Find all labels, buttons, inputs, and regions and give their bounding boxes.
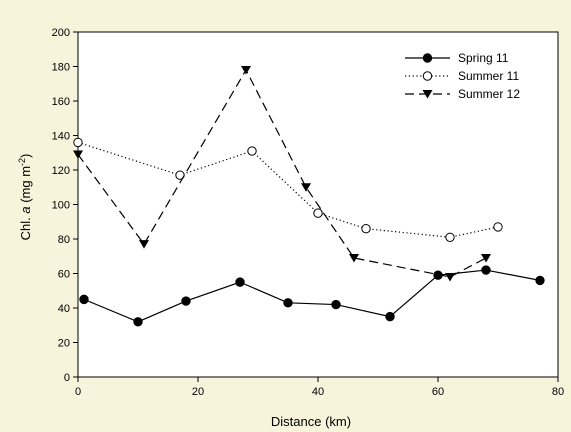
y-tick-label: 20 xyxy=(58,338,70,350)
x-tick-label: 20 xyxy=(192,386,204,398)
y-tick-label: 0 xyxy=(64,372,70,384)
series-summer-11 xyxy=(73,137,503,242)
legend-marker xyxy=(422,53,433,63)
legend-label: Summer 11 xyxy=(458,69,519,83)
data-point xyxy=(79,294,89,305)
data-point xyxy=(181,296,191,306)
y-tick-label: 60 xyxy=(58,269,70,281)
data-point xyxy=(73,150,83,159)
y-tick-label: 160 xyxy=(52,96,70,108)
legend-label: Spring 11 xyxy=(458,51,509,65)
x-tick-label: 0 xyxy=(75,386,81,398)
y-tick-label: 140 xyxy=(52,131,70,143)
x-tick-label: 80 xyxy=(552,386,564,398)
data-point xyxy=(139,240,149,249)
y-tick-label: 120 xyxy=(52,165,70,177)
y-tick-label: 80 xyxy=(58,234,70,246)
y-tick-label: 180 xyxy=(52,62,70,74)
axes: 0 20 40 60 80 100 120 140 160 180 200 0 20 40 60 80 xyxy=(52,27,564,398)
series-spring-11 xyxy=(79,265,545,327)
data-point xyxy=(283,298,293,308)
data-point xyxy=(445,232,455,242)
data-point xyxy=(247,146,257,156)
legend: Spring 11 Summer 11 Summer 12 xyxy=(405,51,520,101)
legend-marker xyxy=(422,90,433,99)
data-point xyxy=(535,275,545,286)
y-tick-label: 100 xyxy=(52,200,70,212)
y-axis-label: Chl. a (mg m-2) xyxy=(17,154,33,241)
y-tick-label: 200 xyxy=(52,27,70,39)
data-point xyxy=(301,183,311,192)
data-point xyxy=(241,65,251,75)
series-layer xyxy=(73,65,545,327)
data-point xyxy=(445,272,455,282)
series-summer-12 xyxy=(73,65,491,282)
series-line xyxy=(83,269,541,323)
data-point xyxy=(73,137,83,148)
data-point xyxy=(331,299,341,310)
y-tick-label: 40 xyxy=(58,303,70,315)
data-point xyxy=(481,253,491,263)
data-point xyxy=(361,223,371,234)
data-point xyxy=(481,265,491,275)
legend-marker xyxy=(422,71,433,81)
legend-label: Summer 12 xyxy=(458,87,520,101)
data-point xyxy=(175,170,185,180)
data-point xyxy=(493,222,503,232)
data-point xyxy=(385,311,395,322)
x-tick-label: 60 xyxy=(432,386,444,398)
data-point xyxy=(133,317,143,327)
x-axis-label: Distance (km) xyxy=(271,414,351,429)
data-point xyxy=(349,253,359,263)
data-point xyxy=(235,277,245,287)
data-point xyxy=(313,208,323,218)
x-tick-label: 40 xyxy=(312,386,324,398)
